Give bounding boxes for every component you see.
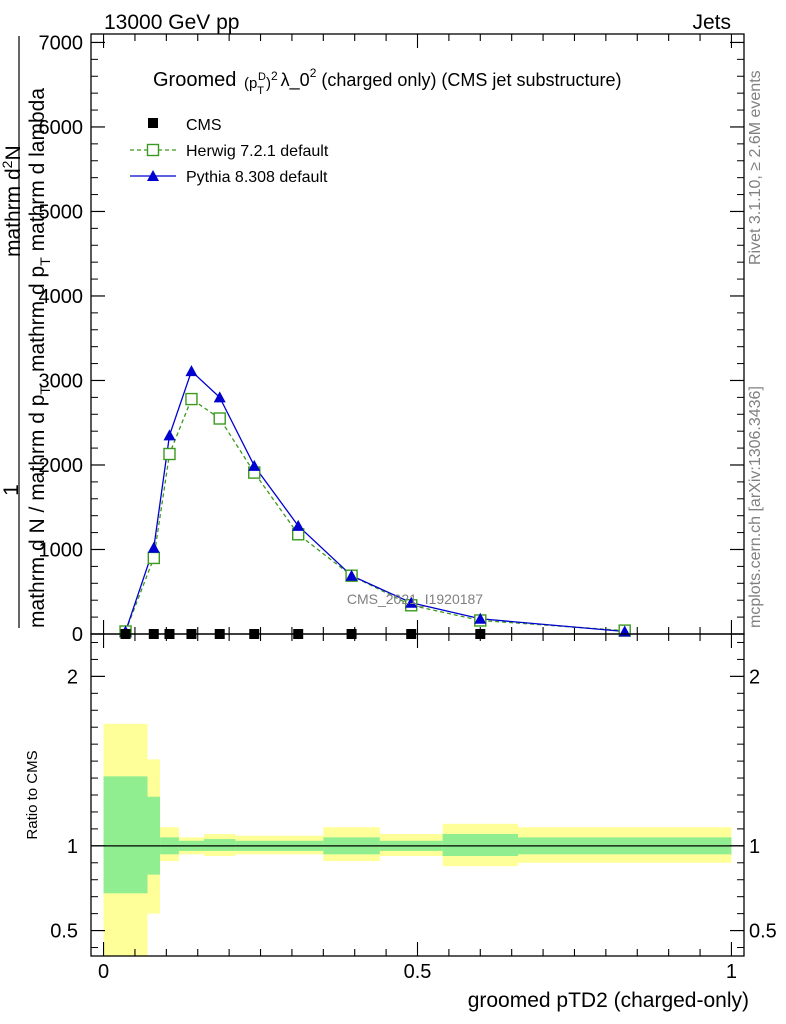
rivet-label: Rivet 3.1.10, ≥ 2.6M events [747, 70, 764, 265]
ylabel-middle: mathrm d pT mathrm d lambda [26, 88, 53, 372]
ratio-inner-band [204, 839, 236, 851]
pythia-point [474, 612, 487, 624]
site-label: mcplots.cern.ch [arXiv:1306.3436] [747, 386, 764, 628]
herwig-line [124, 398, 625, 632]
legend-label-herwig: Herwig 7.2.1 default [186, 143, 329, 160]
legend-label-cms: CMS [186, 117, 222, 134]
x-axis-ticks: 0 0.5 1 [98, 634, 737, 983]
main-y-tick-label: 0 [72, 624, 83, 646]
x-tick-label: 1 [726, 961, 737, 983]
pythia-point [248, 459, 261, 471]
ratio-inner-band [147, 796, 161, 875]
category-label: Jets [692, 11, 731, 34]
pythia-point [292, 519, 305, 531]
pythia-point [345, 569, 358, 581]
herwig-point [213, 412, 226, 425]
ratio-axis-ticks: 0.5 0.5 1 1 2 2 [50, 641, 777, 949]
main-y-tick-label: 6000 [39, 117, 84, 139]
pythia-point [147, 541, 160, 553]
ratio-y-tick-label-right: 2 [749, 666, 760, 688]
main-y-tick-label: 7000 [39, 32, 84, 54]
x-tick-label: 0 [98, 961, 109, 983]
analysis-watermark: CMS_2021_I1920187 [347, 591, 483, 607]
ylabel-one: 1 [0, 484, 23, 496]
main-axis-ticks: 0 1000 2000 3000 4000 5000 6000 7000 [39, 32, 744, 646]
ylabel-bottom: mathrm d N / mathrm d pT [26, 386, 53, 628]
main-plot-panel: 0 1000 2000 3000 4000 5000 6000 7000 CMS_2021_I… [39, 32, 745, 646]
ylabel-top: mathrm d2N [0, 145, 25, 257]
legend: Groomed (pTD)2 λ_02 (charged only) (CMS j… [130, 66, 621, 186]
pythia-marker-icon [147, 170, 159, 181]
main-y-tick-label: 3000 [39, 370, 84, 392]
pythia-point [213, 391, 226, 403]
ratio-y-tick-label-left: 1 [67, 836, 78, 858]
ratio-inner-band [103, 776, 148, 894]
main-y-tick-label: 1000 [39, 539, 84, 561]
main-y-label: 1 mathrm d N / mathrm d pT mathrm d2N ma… [0, 36, 53, 628]
legend-entry-pythia: Pythia 8.308 default [130, 169, 328, 186]
cms-marker-icon [148, 118, 158, 128]
ratio-band-layer [103, 723, 732, 956]
legend-entry-cms: CMS [148, 117, 222, 134]
pythia-point [405, 596, 418, 608]
ratio-y-tick-label-left: 0.5 [50, 921, 78, 943]
ratio-y-tick-label-right: 1 [749, 836, 760, 858]
ratio-y-tick-label-left: 2 [67, 666, 78, 688]
pythia-point [185, 365, 198, 377]
herwig-point [147, 551, 160, 565]
ratio-plot-panel: 0.5 0.51 12 2 0 0.5 1 [50, 633, 777, 983]
ratio-inner-band [442, 833, 518, 857]
pythia-point [163, 429, 176, 441]
herwig-point [185, 392, 198, 406]
legend-entry-herwig: Herwig 7.2.1 default [130, 143, 329, 160]
main-y-tick-label: 5000 [39, 201, 84, 223]
energy-label: 13000 GeV pp [104, 11, 239, 34]
ratio-plot-frame [90, 633, 745, 957]
legend-title: Groomed (pTD)2 λ_02 (charged only) (CMS j… [153, 66, 621, 97]
x-axis-label: groomed pTD2 (charged-only) [468, 989, 749, 1012]
main-y-tick-label: 4000 [39, 286, 84, 308]
herwig-marker-icon [146, 143, 160, 157]
x-tick-label: 0.5 [404, 961, 432, 983]
ratio-y-tick-label-right: 0.5 [749, 921, 777, 943]
main-y-tick-label: 2000 [39, 455, 84, 477]
legend-label-pythia: Pythia 8.308 default [186, 169, 328, 186]
ratio-y-label: Ratio to CMS [24, 750, 41, 839]
herwig-point [163, 447, 176, 461]
